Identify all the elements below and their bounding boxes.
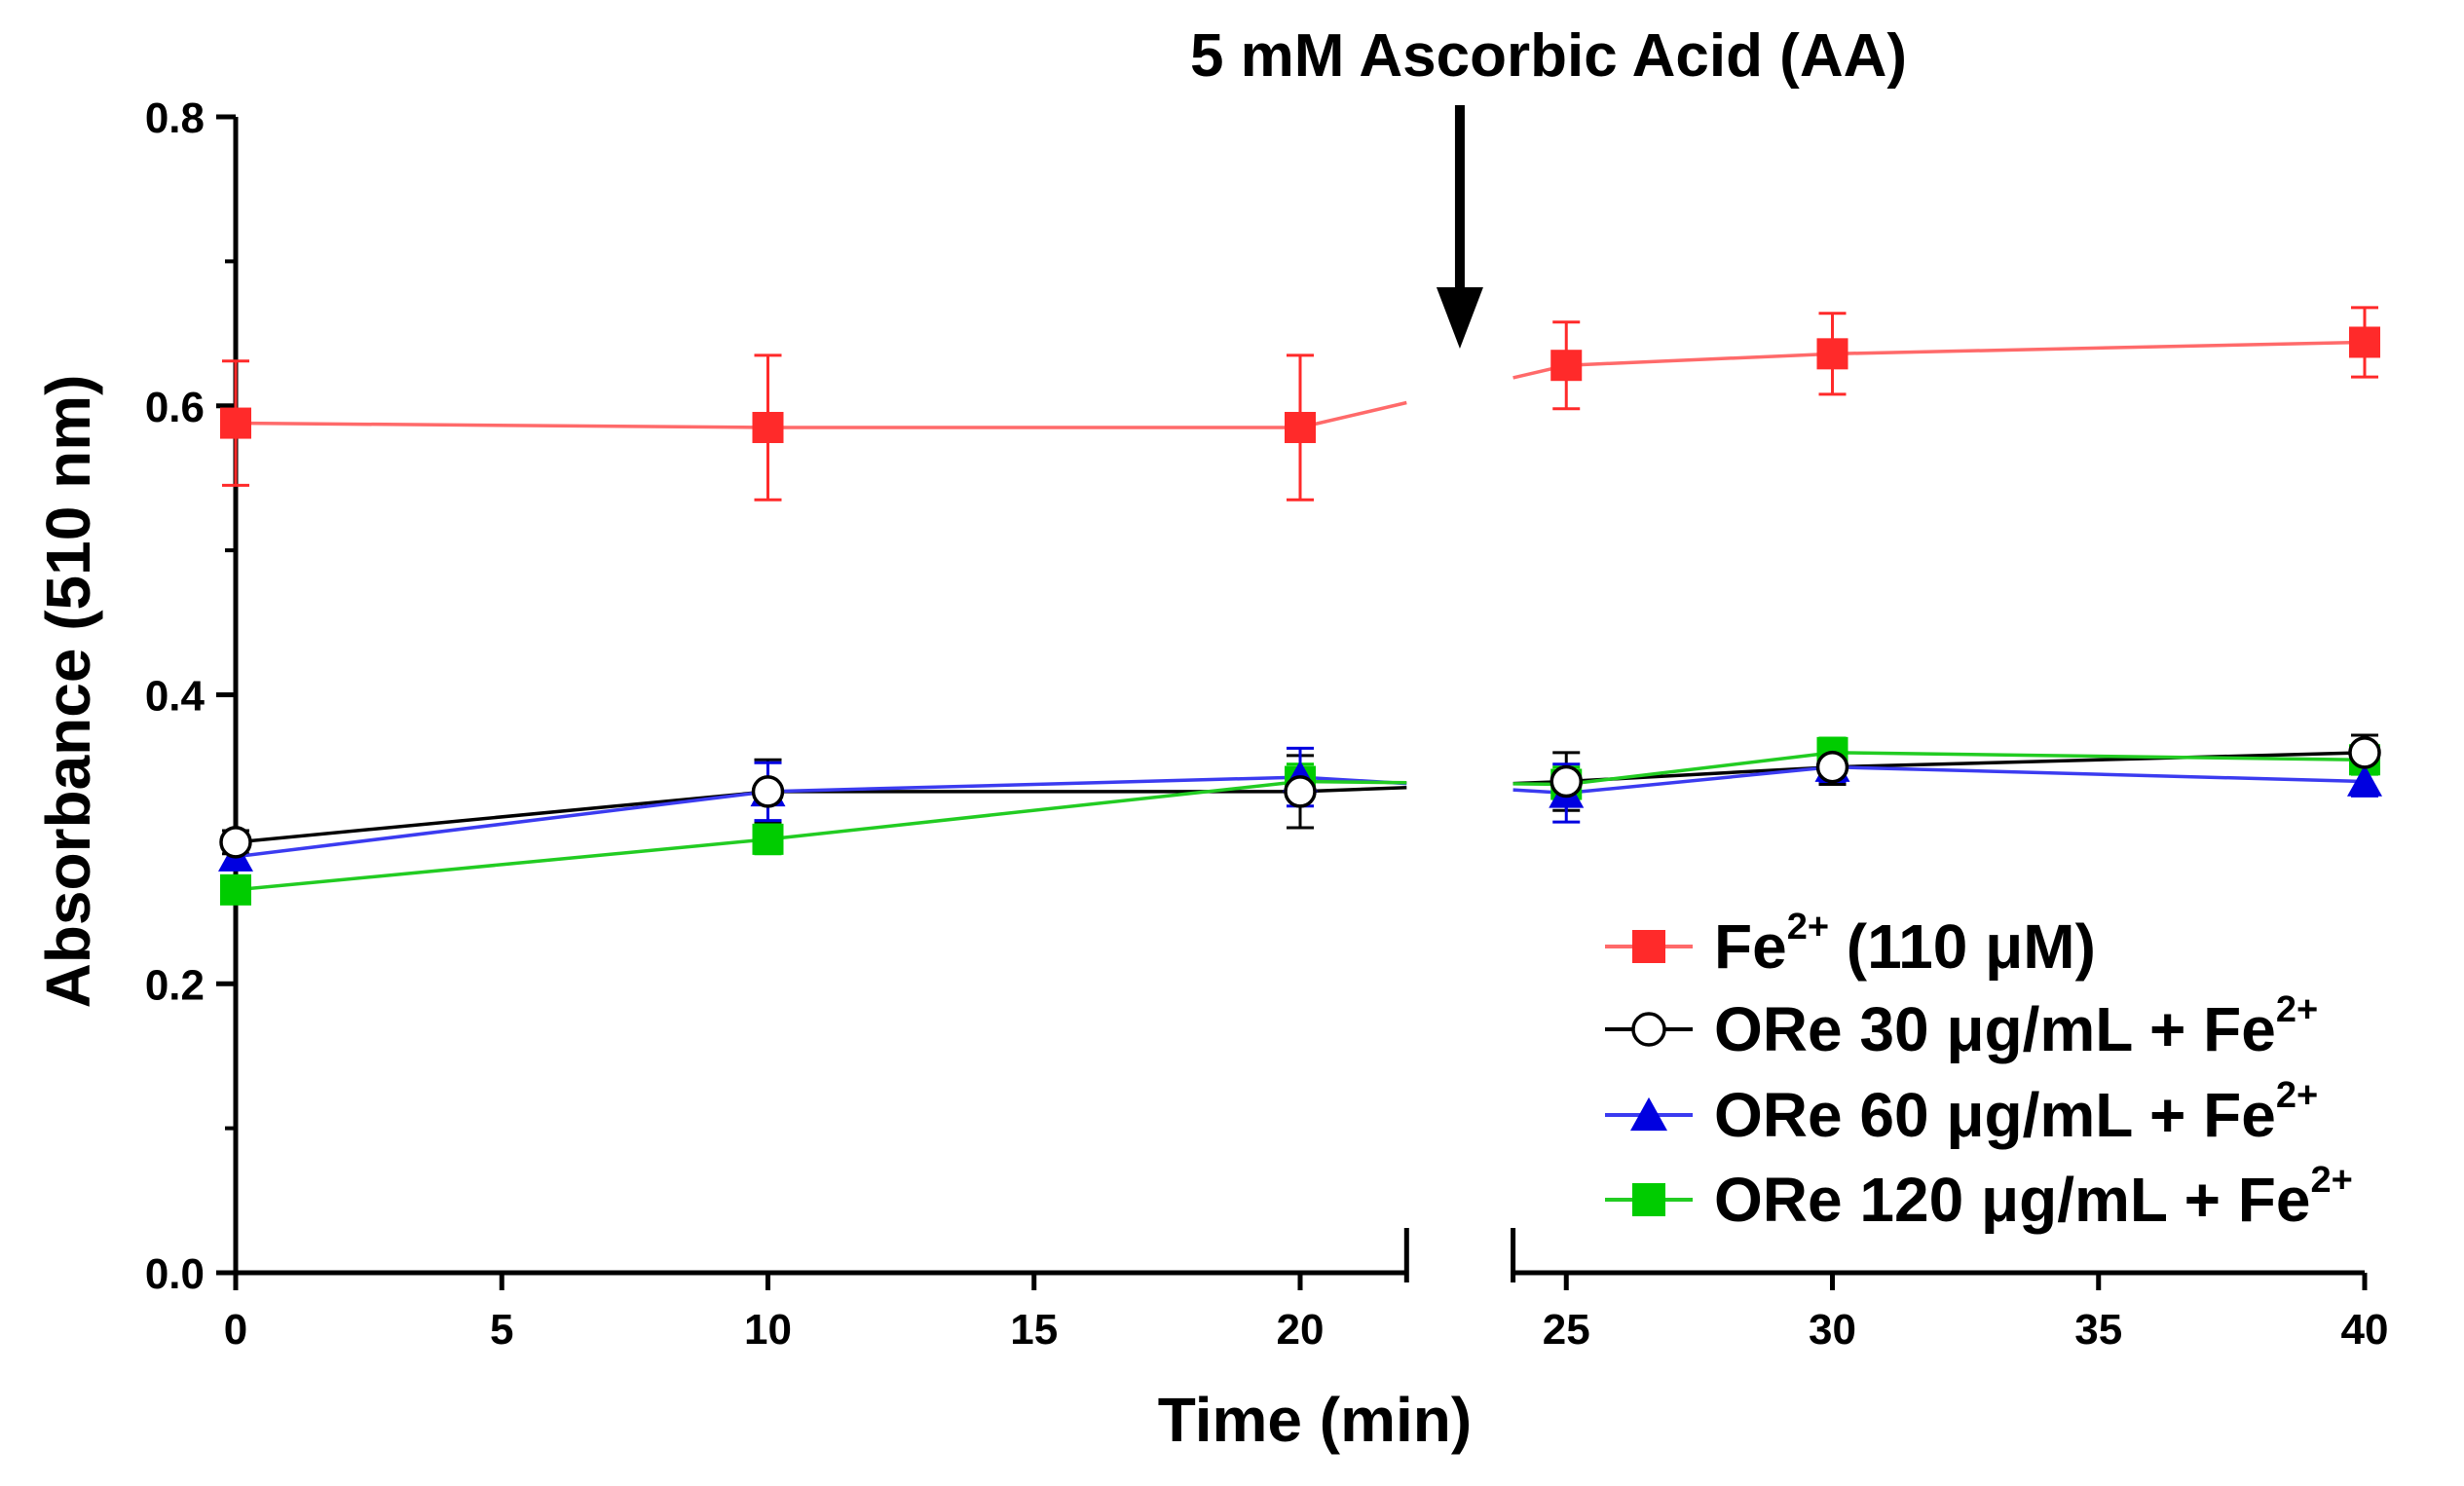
legend-label-superscript: 2+ [2276,989,2318,1030]
y-tick-label: 0.6 [145,384,205,431]
data-point-ore120 [752,823,784,855]
y-tick-label: 0.4 [145,673,205,721]
series-line-ore30 [235,790,768,844]
series-line-ore60 [767,775,1301,794]
legend-label-superscript: 2+ [2310,1160,2352,1201]
x-tick-label: 40 [2341,1306,2389,1354]
x-tick-label: 35 [2074,1306,2122,1354]
data-point-fe2 [1550,350,1583,382]
data-point-ore120 [220,873,251,906]
data-point-fe2 [220,407,251,439]
y-tick-label: 0.2 [145,961,205,1009]
data-point-fe2 [752,412,784,444]
legend-label-suffix: (110 μM) [1829,911,2096,982]
series-line-fe2 [1566,352,1833,367]
data-point-fe2 [2349,326,2380,358]
series-line-ore60 [235,790,768,859]
data-point-fe2 [1285,412,1316,444]
legend-label-ore60: ORe 60 μg/mL + Fe2+ [1714,1075,2318,1150]
y-axis-title: Absorbance (510 nm) [33,375,103,1009]
legend-marker-ore30 [1631,1012,1666,1047]
data-point-fe2 [1816,338,1848,370]
x-tick-label: 0 [224,1306,247,1354]
series-line-ore60 [1566,764,1833,796]
legend-label-main: ORe 120 μg/mL + Fe [1714,1165,2310,1235]
y-tick-label: 0.0 [145,1250,205,1298]
series-line-ore120 [1566,751,1833,787]
data-point-ore30 [1549,764,1583,799]
data-point-ore30 [219,826,252,859]
legend-label-superscript: 2+ [1787,907,1829,947]
x-tick-label: 15 [1010,1306,1058,1354]
legend-label-main: ORe 60 μg/mL + Fe [1714,1080,2276,1150]
series-line-ore120 [1299,779,1407,785]
y-tick-label: 0.8 [145,94,205,142]
data-point-ore30 [751,775,785,808]
series-line-ore120 [767,779,1301,841]
series-line-fe2 [1832,340,2366,356]
legend-label-ore120: ORe 120 μg/mL + Fe2+ [1714,1160,2353,1235]
x-tick-label: 25 [1543,1306,1590,1354]
legend-label-main: ORe 30 μg/mL + Fe [1714,994,2276,1064]
legend-label-main: Fe [1714,911,1787,982]
annotation-arrow-head [1436,287,1483,349]
data-point-ore30 [1815,750,1849,784]
legend-label-superscript: 2+ [2276,1075,2318,1116]
series-line-ore30 [1299,786,1407,794]
legend-marker-fe2 [1632,930,1665,963]
data-point-ore30 [1284,775,1317,808]
series-line-ore60 [1832,764,2366,784]
data-point-ore30 [2348,736,2381,769]
series-line-fe2 [1299,400,1407,429]
x-tick-label: 30 [1809,1306,1856,1354]
legend-label-fe2: Fe2+ (110 μM) [1714,907,2096,982]
x-tick-label: 5 [490,1306,513,1354]
legend-marker-ore120 [1632,1183,1665,1216]
series-line-ore120 [235,837,768,892]
x-axis-title: Time (min) [1158,1385,1472,1455]
series-line-fe2 [235,421,768,429]
data-point-ore60 [2347,764,2382,797]
series-line-ore120 [1832,751,2366,762]
annotation-label: 5 mM Ascorbic Acid (AA) [1190,22,1907,90]
series-line-ore30 [1832,751,2366,769]
x-tick-label: 20 [1277,1306,1325,1354]
legend-marker-ore60 [1630,1096,1667,1132]
legend-label-ore30: ORe 30 μg/mL + Fe2+ [1714,989,2318,1064]
x-tick-label: 10 [744,1306,792,1354]
